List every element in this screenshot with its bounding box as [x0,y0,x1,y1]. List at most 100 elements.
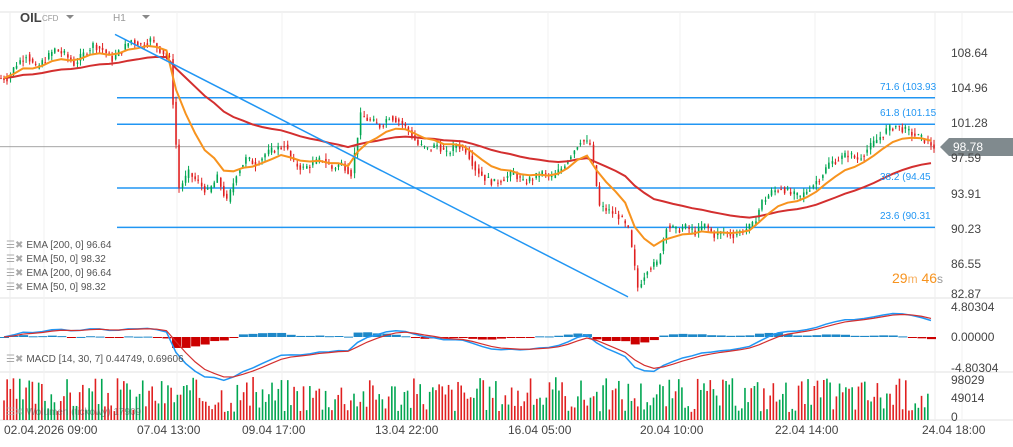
macd-histogram-bar [162,337,172,339]
macd-line [3,312,932,382]
indicator-ema200[interactable]: ☰✖ EMA [200, 0] 96.64 [6,268,112,279]
candle-body [220,177,222,187]
time-axis-label: 24.04 18:00 [922,423,986,437]
candle-body [105,49,107,53]
candle-body [825,167,827,174]
candle-body [815,181,818,185]
candle-body [844,152,846,158]
time-axis-label: 16.04 05:00 [508,423,572,437]
macd-histogram-bar [286,334,296,337]
macd-histogram-bar [487,337,497,340]
indicator-ema200[interactable]: ☰✖ EMA [200, 0] 96.64 [6,240,112,251]
candle-body [774,190,776,193]
candle-body [337,164,340,167]
candle-body [426,147,429,149]
candle-body [911,132,913,136]
macd-histogram-bar [611,337,621,341]
candle-body [650,268,652,270]
macd-histogram-bar [544,336,554,338]
settings-icon[interactable]: ☰✖ [6,282,24,293]
indicator-volume[interactable]: ☰✖ Wolumen (tickowy) 17909 [6,407,142,418]
macd-histogram-bar [181,337,191,348]
indicator-ema50[interactable]: ☰✖ EMA [50, 0] 98.32 [6,282,106,293]
candle-body [882,136,885,138]
candle-body [31,59,34,63]
current-price-tag: 98.78 [940,138,1013,156]
settings-icon[interactable]: ☰✖ [6,240,24,251]
macd-histogram-bar [602,337,612,341]
macd-histogram-bar [640,337,650,343]
candle-body [133,40,136,44]
time-axis-label: 09.04 17:00 [242,423,306,437]
signal-line [3,313,932,378]
candle-body [761,199,763,210]
macd-histogram-bar [802,335,812,337]
indicator-macd[interactable]: ☰✖ MACD [14, 30, 7] 0.44749, 0.69606 [6,354,184,365]
candle-body [41,60,44,66]
candle-body [175,101,177,145]
macd-histogram-bar [86,336,96,338]
macd-histogram-bar [563,334,573,337]
settings-icon[interactable]: ☰✖ [6,268,24,279]
candle-body [455,145,457,148]
candle-body [114,54,117,60]
candle-body [869,142,872,150]
macd-histogram-bar [105,337,115,338]
candle-body [643,277,646,282]
candle-body [369,119,371,121]
candle-body [853,155,856,158]
candle-body [872,140,875,147]
timeframe-dropdown-icon[interactable] [142,15,150,19]
candle-body [302,166,305,168]
price-axis-label: 97.59 [951,151,982,165]
candle-body [139,43,142,45]
settings-icon[interactable]: ☰✖ [6,254,24,265]
macd-histogram-bar [133,336,143,338]
candle-body [433,144,435,148]
candle-body [306,166,308,169]
candle-body [684,224,687,229]
candle-body [478,168,480,174]
settings-icon[interactable]: ☰✖ [6,407,24,418]
macd-histogram-bar [420,337,430,339]
timeframe-label[interactable]: H1 [113,13,126,24]
candle-body [178,144,180,188]
candle-body [458,144,461,149]
candle-body [242,164,244,169]
candle-body [783,187,786,194]
candle-body [184,175,187,183]
candle-timer: 29m 46s [892,270,944,286]
candle-body [777,190,779,192]
candle-body [366,117,368,121]
candle-body [47,52,50,60]
symbol-dropdown-icon[interactable] [66,15,74,19]
macd-histogram-bar [869,335,879,337]
candle-body [127,43,130,47]
settings-icon[interactable]: ☰✖ [6,354,24,365]
candle-body [633,249,636,266]
candle-body [471,155,474,166]
candle-body [506,175,509,178]
candle-body [73,60,75,66]
candle-body [344,163,346,171]
candle-body [786,188,789,190]
indicator-ema50[interactable]: ☰✖ EMA [50, 0] 98.32 [6,254,106,265]
macd-histogram-bar [774,333,784,337]
candle-body [831,161,834,164]
candle-body [375,122,378,124]
candle-body [200,182,203,187]
candle-body [181,183,184,188]
symbol-label[interactable]: OIL [20,10,42,25]
candle-body [621,216,623,218]
price-axis-label: 86.55 [951,257,982,271]
fib-level-label: 61.8 (101.15 [880,108,937,120]
candle-body [197,179,199,181]
candle-body [627,225,629,228]
candle-body [758,209,760,218]
candle-body [445,150,448,152]
candle-body [716,232,719,236]
candle-body [378,124,381,128]
macd-histogram-bar [716,335,726,337]
macd-histogram-bar [783,334,793,337]
